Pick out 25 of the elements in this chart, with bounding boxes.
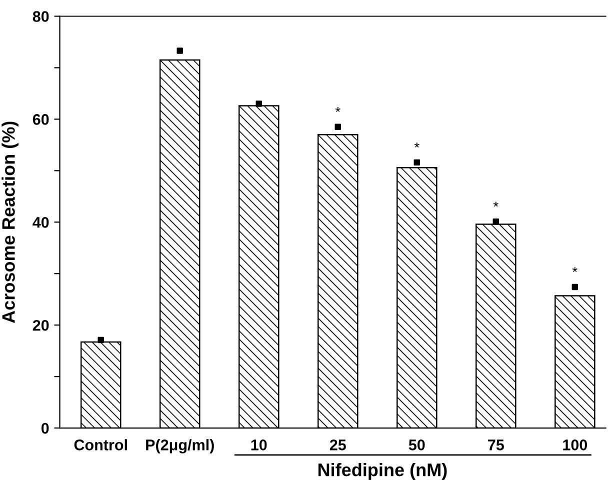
annotation: * bbox=[493, 202, 498, 207]
x-tick-label: P(2μg/ml) bbox=[146, 439, 214, 454]
y-tick-label: 60 bbox=[32, 114, 49, 125]
x-tick-label: 50 bbox=[408, 440, 425, 450]
annotation: * bbox=[572, 267, 578, 272]
x-tick-label: 75 bbox=[488, 440, 504, 450]
x-axis-title: Nifedipine (nM) bbox=[318, 463, 447, 480]
y-tick-label: 40 bbox=[32, 217, 49, 228]
point bbox=[98, 336, 104, 344]
x-tick-label: 25 bbox=[330, 440, 346, 450]
x-tick-label: 100 bbox=[563, 440, 588, 450]
y-axis-title: Acrosome Reaction (%) bbox=[2, 122, 18, 324]
x-tick-label: 10 bbox=[251, 440, 267, 450]
x-tick-label: Control bbox=[74, 439, 127, 450]
point bbox=[572, 284, 578, 290]
point bbox=[334, 124, 341, 130]
annotation: * bbox=[335, 107, 340, 112]
annotation: * bbox=[414, 142, 420, 148]
point bbox=[414, 159, 420, 166]
y-tick-label: 20 bbox=[32, 320, 49, 331]
y-tick-label: 0 bbox=[41, 422, 49, 434]
point bbox=[492, 218, 500, 225]
y-tick-label: 80 bbox=[32, 11, 49, 22]
point bbox=[176, 48, 183, 54]
point bbox=[256, 100, 262, 107]
